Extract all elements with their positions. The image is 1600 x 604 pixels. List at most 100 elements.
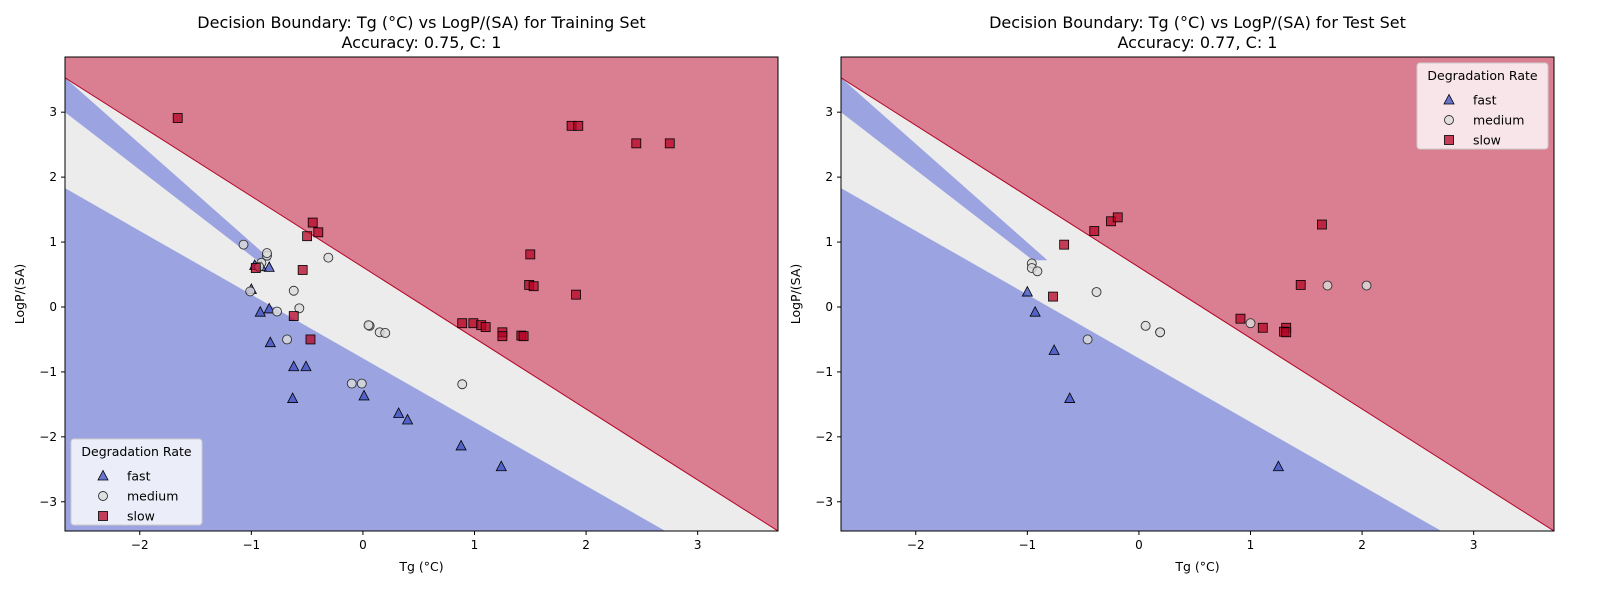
point-fast (1021, 285, 1034, 297)
point-medium (1091, 287, 1102, 298)
chart-panel-1: −2 −1 0 1 2 3 −3 −2 −1 0 1 2 3 Tg (°C) LogP/(SA) Decisi… (12, 13, 779, 574)
y-tick-label: 1 (49, 235, 57, 249)
y-tick-label: −2 (815, 430, 833, 444)
point-medium (1032, 266, 1043, 277)
point-fast (1048, 344, 1060, 355)
fast-region-lower (841, 188, 1442, 531)
series-fast (1021, 285, 1285, 472)
x-axis-label: Tg (°C) (398, 559, 443, 574)
point-slow (571, 289, 581, 300)
series-medium (1026, 258, 1372, 345)
legend-label-slow: slow (127, 509, 155, 524)
point-slow (172, 113, 183, 123)
point-slow (480, 322, 491, 333)
point-fast (495, 460, 507, 472)
x-tick-label: 2 (1358, 538, 1366, 552)
point-slow (664, 138, 675, 149)
point-slow (1235, 313, 1246, 324)
plot-frame (64, 56, 779, 532)
point-slow (1317, 219, 1327, 230)
x-tick-label: 3 (694, 538, 702, 552)
legend-marker-slow (98, 511, 108, 521)
decision-boundary-line (65, 77, 778, 531)
fast-region-upper (841, 77, 1048, 261)
fast-region-upper (65, 77, 272, 261)
point-fast (263, 302, 275, 314)
point-fast (300, 360, 312, 372)
point-slow (313, 227, 324, 238)
point-fast (401, 413, 414, 425)
x-tick-label: 3 (1470, 538, 1478, 552)
point-slow (457, 318, 468, 329)
point-medium (1140, 320, 1151, 331)
point-fast (455, 439, 467, 451)
point-slow (631, 138, 642, 149)
legend-marker-medium (98, 491, 108, 501)
point-fast (263, 261, 275, 272)
point-slow (302, 231, 313, 242)
x-tick-label: −2 (131, 538, 149, 552)
point-slow (528, 281, 539, 292)
point-slow (1089, 226, 1100, 236)
legend-marker-slow (1444, 135, 1454, 145)
legend-marker-medium (1444, 115, 1454, 125)
y-tick-label: −2 (39, 430, 57, 444)
x-axis-label: Tg (°C) (1174, 559, 1219, 574)
y-axis-label: LogP/(SA) (12, 264, 27, 325)
x-tick-label: −2 (907, 538, 925, 552)
point-medium (238, 239, 249, 250)
y-tick-label: −1 (39, 365, 57, 379)
chart-title: Decision Boundary: Tg (°C) vs LogP/(SA) … (197, 13, 645, 32)
point-medium (245, 286, 256, 297)
point-medium (262, 248, 272, 259)
point-slow (288, 311, 299, 321)
point-slow (1257, 322, 1268, 333)
point-medium (380, 328, 391, 338)
point-medium (294, 303, 305, 314)
point-medium (457, 379, 468, 390)
point-medium (346, 378, 357, 389)
x-tick-label: 0 (359, 538, 367, 552)
point-medium (1082, 334, 1093, 345)
point-fast (358, 389, 370, 401)
y-tick-label: 0 (825, 300, 833, 314)
legend-title: Degradation Rate (81, 444, 192, 459)
x-tick-label: 0 (1135, 538, 1143, 552)
y-tick-label: 2 (825, 170, 833, 184)
point-slow (250, 263, 261, 273)
point-medium (1155, 327, 1166, 338)
y-tick-label: −3 (815, 495, 833, 509)
point-medium (272, 306, 282, 317)
point-fast (254, 305, 266, 317)
y-axis-label: LogP/(SA) (788, 264, 803, 325)
y-tick-label: 3 (825, 105, 833, 119)
x-tick-label: 1 (471, 538, 479, 552)
y-tick-label: 1 (825, 235, 833, 249)
chart-subtitle: Accuracy: 0.77, C: 1 (1118, 33, 1278, 52)
chart-subtitle: Accuracy: 0.75, C: 1 (342, 33, 502, 52)
point-slow (297, 265, 308, 275)
point-fast (1272, 460, 1285, 472)
point-medium (1322, 280, 1333, 291)
legend: Degradation Rate fast medium slow (1416, 62, 1549, 150)
point-slow (305, 334, 316, 345)
point-fast (288, 360, 300, 372)
point-medium (282, 334, 292, 345)
chart-title: Decision Boundary: Tg (°C) vs LogP/(SA) … (989, 13, 1406, 32)
y-tick-label: 2 (49, 170, 57, 184)
point-slow (525, 249, 536, 260)
point-fast (286, 392, 299, 403)
y-tick-label: 3 (49, 105, 57, 119)
fast-region-lower (65, 188, 666, 531)
point-medium (323, 252, 334, 263)
legend: Degradation Rate fast medium slow (70, 438, 203, 526)
legend-label-fast: fast (127, 469, 151, 484)
point-slow (1295, 280, 1306, 290)
point-fast (264, 336, 276, 348)
chart-panel-2: −2 −1 0 1 2 3 −3 −2 −1 0 1 2 3 Tg (°C) LogP/(SA) Decisi… (788, 13, 1555, 574)
legend-marker-fast (1443, 93, 1455, 105)
y-tick-label: −3 (39, 495, 57, 509)
legend-box (70, 438, 203, 526)
series-slow (172, 113, 675, 345)
